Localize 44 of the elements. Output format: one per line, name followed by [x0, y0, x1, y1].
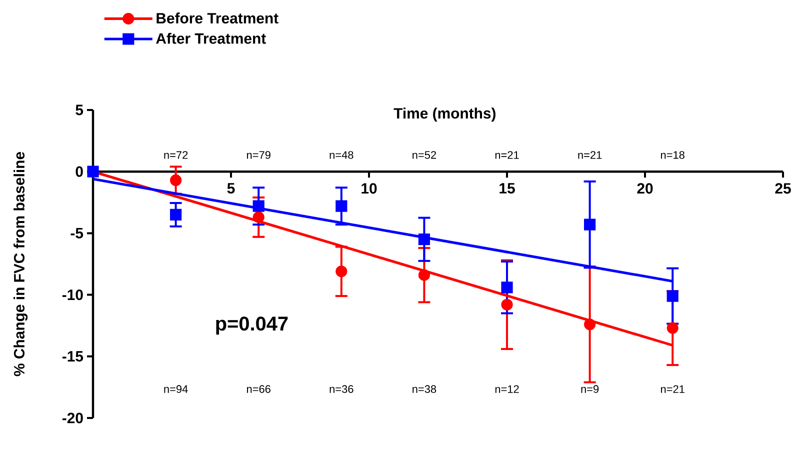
- point: [666, 290, 678, 302]
- annotation: n=52: [412, 151, 436, 159]
- legend-label: Before Treatment: [156, 12, 278, 24]
- x-tick-label: 10: [362, 183, 377, 194]
- y-tick-label: -15: [62, 351, 84, 362]
- point: [501, 298, 513, 310]
- annotation: n=21: [495, 151, 519, 159]
- point: [584, 218, 596, 230]
- annotation: n=21: [661, 385, 684, 393]
- x-tick-label: 5: [227, 183, 235, 194]
- y-tick-label: -20: [62, 412, 83, 424]
- x-axis-title: Time (months): [394, 108, 496, 122]
- annotation: p=0.047: [216, 316, 288, 335]
- annotation: n=94: [164, 385, 188, 393]
- legend-label: After Treatment: [156, 32, 266, 44]
- point: [252, 200, 264, 212]
- point: [418, 269, 430, 281]
- y-tick-label: -5: [70, 228, 84, 238]
- annotation: n=18: [661, 151, 684, 159]
- y-axis-title: % Change in FVC from baseline: [14, 152, 28, 376]
- y-tick-label: -10: [62, 290, 83, 300]
- y-tick-label: 5: [76, 104, 84, 116]
- x-tick-label: 20: [637, 183, 653, 194]
- point: [501, 282, 513, 294]
- point: [252, 211, 264, 223]
- point: [418, 234, 430, 246]
- annotation: n=38: [412, 385, 436, 393]
- annotation: n=48: [330, 151, 354, 159]
- point: [170, 208, 182, 221]
- point: [170, 174, 182, 186]
- point: [584, 318, 596, 330]
- annotation: n=72: [164, 151, 188, 159]
- x-tick-label: 25: [775, 183, 791, 194]
- y-tick-label: 0: [76, 166, 83, 177]
- annotation: n=79: [246, 151, 270, 159]
- annotation: n=12: [495, 385, 519, 393]
- annotation: n=21: [578, 151, 602, 159]
- annotation: n=66: [246, 385, 270, 393]
- x-tick-label: 15: [500, 183, 515, 194]
- annotation: n=36: [330, 385, 354, 393]
- point: [336, 266, 348, 278]
- point: [666, 322, 678, 334]
- annotation: n=9: [581, 385, 599, 393]
- point: [336, 200, 348, 212]
